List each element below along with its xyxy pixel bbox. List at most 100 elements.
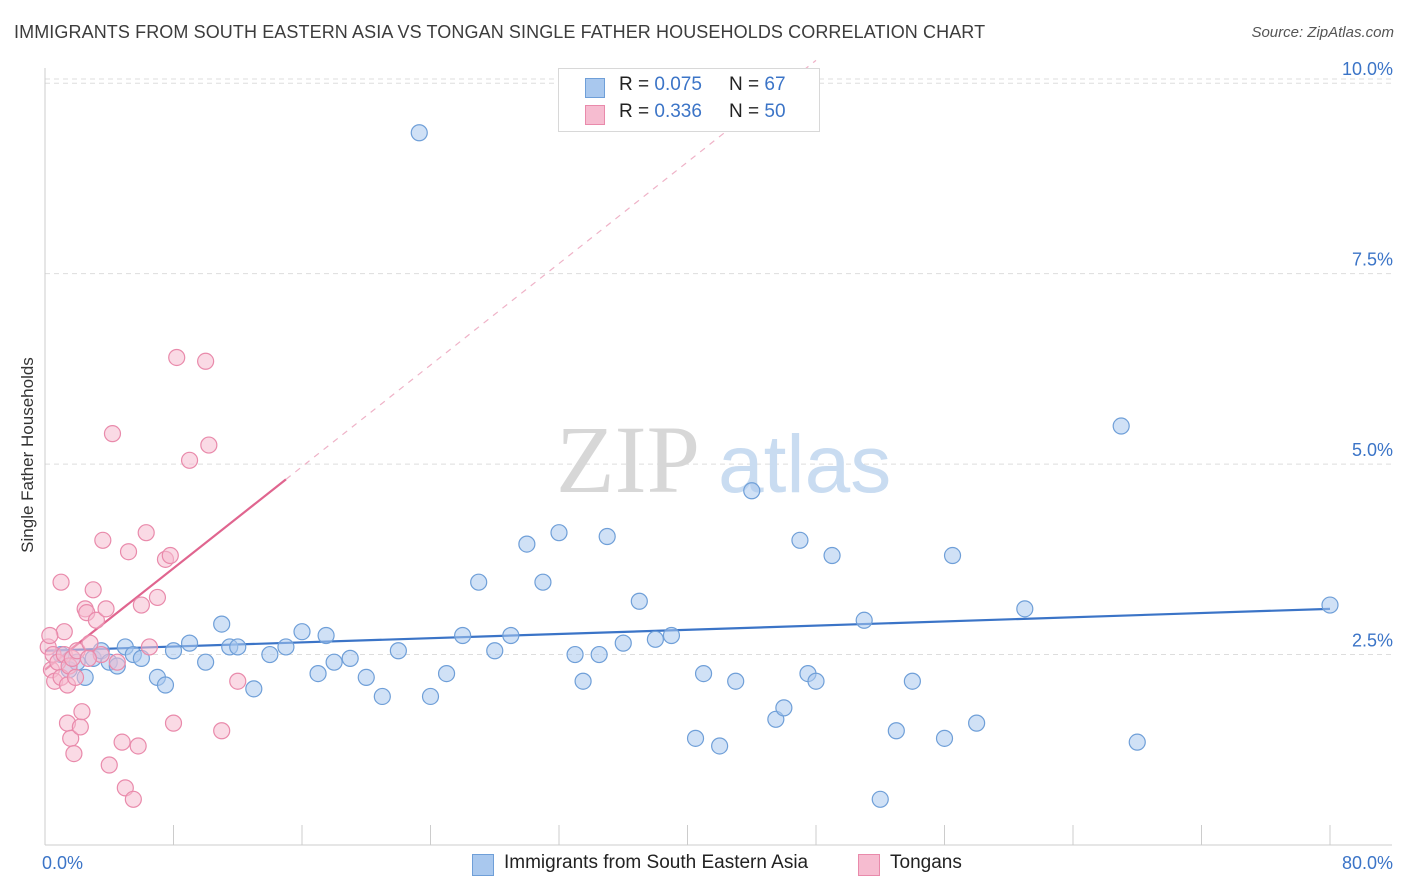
blue-point (357, 668, 375, 687)
r-label: R = (619, 74, 650, 95)
blue-point (277, 638, 295, 656)
blue-point (694, 665, 713, 683)
blue-point (341, 649, 359, 667)
pink-point (52, 573, 70, 591)
pink-point (113, 733, 131, 751)
correlation-legend: R = 0.075 N = 67 R = 0.336 N = 50 (558, 68, 820, 132)
blue-point (823, 546, 841, 565)
blue-point (686, 729, 705, 747)
blue-point (197, 653, 215, 671)
y-tick-label: 10.0% (1342, 59, 1393, 79)
blue-point (245, 680, 263, 698)
blue-point (550, 524, 568, 542)
blue-point (566, 645, 584, 664)
watermark-atlas: atlas (718, 419, 891, 510)
watermark-zip: ZIP (556, 406, 700, 513)
blue-point (614, 634, 632, 652)
pink-point (140, 638, 159, 656)
pink-point (164, 714, 183, 732)
r-label: R = (619, 101, 650, 122)
blue-point (437, 665, 456, 683)
pink-point (55, 623, 73, 641)
blue-point (1112, 417, 1130, 435)
pink-point (137, 524, 155, 542)
blue-point (421, 687, 440, 706)
blue-point (213, 615, 231, 633)
grid-layer (45, 78, 1392, 656)
pink-point (79, 649, 97, 667)
y-tick-label: 5.0% (1352, 440, 1393, 460)
blue-point (646, 630, 664, 648)
n-label: N = (729, 101, 760, 122)
blue-point (373, 687, 391, 706)
blue-point (727, 672, 745, 690)
pink-point (71, 718, 89, 736)
pink-trend-line (44, 478, 287, 671)
blue-swatch (472, 854, 494, 876)
blue-swatch (585, 78, 605, 98)
n-value: 50 (764, 101, 786, 122)
points (39, 124, 1339, 808)
watermark: ZIP atlas (556, 406, 891, 513)
blue-point (470, 573, 488, 591)
blue-point (229, 638, 247, 656)
pink-point (73, 703, 91, 721)
blue-trend-line (44, 607, 1331, 652)
blue-point (711, 737, 729, 755)
x-tick-label: 0.0% (42, 853, 83, 873)
blue-point (1016, 600, 1034, 618)
blue-point (164, 642, 183, 660)
pink-point (100, 756, 118, 774)
blue-point (309, 665, 327, 683)
pink-point (94, 531, 112, 549)
n-value: 67 (764, 74, 786, 95)
blue-point (261, 645, 279, 664)
blue-point (590, 645, 608, 664)
trend-lines (44, 59, 1331, 671)
blue-point (325, 653, 343, 671)
series-legend: Immigrants from South Eastern Asia Tonga… (0, 852, 1406, 878)
r-value: 0.336 (654, 101, 702, 122)
pink-point (66, 668, 85, 687)
blue-point (574, 672, 592, 690)
pink-point (168, 348, 186, 367)
blue-point (156, 676, 175, 694)
blue-point (743, 482, 761, 500)
pink-point (97, 600, 115, 618)
pink-point (213, 722, 231, 740)
blue-point (410, 124, 428, 142)
pink-point (119, 543, 138, 561)
blue-point (180, 634, 199, 652)
n-label: N = (729, 74, 760, 95)
legend-label: Tongans (890, 852, 962, 873)
pink-point (148, 588, 167, 607)
blue-point (791, 531, 809, 549)
pink-swatch (858, 854, 880, 876)
blue-point (871, 790, 889, 808)
pink-point (161, 546, 179, 565)
tick-labels: 2.5% 5.0% 7.5% 10.0% 0.0% 80.0% (42, 59, 1393, 873)
blue-point (486, 642, 504, 660)
blue-point (518, 535, 536, 553)
blue-point (389, 642, 407, 660)
blue-point (775, 699, 793, 717)
pink-point (103, 425, 122, 443)
axes (44, 68, 1392, 846)
blue-point (454, 626, 472, 645)
pink-point (108, 653, 126, 671)
blue-point (293, 623, 311, 641)
y-tick-label: 2.5% (1352, 631, 1393, 651)
pink-point (129, 737, 147, 755)
blue-point (807, 672, 825, 690)
pink-point (87, 611, 106, 629)
blue-point (1128, 733, 1146, 751)
pink-point (124, 790, 142, 808)
blue-point (968, 714, 986, 732)
pink-point (84, 581, 102, 599)
legend-label: Immigrants from South Eastern Asia (504, 852, 809, 873)
pink-point (132, 596, 150, 614)
r-value: 0.075 (654, 74, 702, 95)
y-tick-label: 7.5% (1352, 250, 1393, 270)
blue-point (502, 626, 520, 645)
blue-point (534, 573, 552, 591)
